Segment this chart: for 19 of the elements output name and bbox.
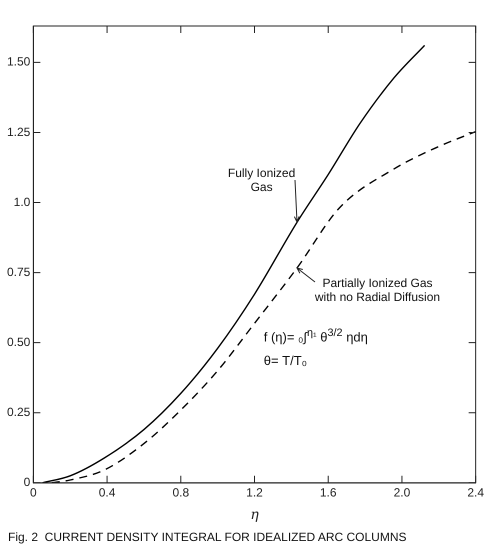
x-tick-label: 1.6	[320, 485, 337, 500]
x-tick-label: 0.8	[172, 485, 190, 500]
x-tick-label: 1.2	[246, 485, 264, 500]
x-tick-label: 0.4	[98, 485, 116, 500]
annotation: Partially Ionized Gas with no Radial Diffusion	[314, 276, 440, 304]
y-tick-label: 1.50	[6, 54, 31, 69]
y-tick-label: 0.75	[6, 264, 31, 279]
caption: Fig. 2 CURRENT DENSITY INTEGRAL FOR IDEALIZED ARC COLUMNS	[8, 530, 407, 544]
y-tick-label: 0	[24, 475, 31, 490]
x-axis-title: η	[250, 507, 260, 524]
y-tick-label: 0.50	[6, 334, 31, 349]
annotation: θ= T/T₀	[264, 352, 308, 368]
y-tick-label: 1.25	[6, 124, 31, 139]
x-tick-label: 2.0	[394, 485, 411, 500]
annotation: f (η)= ₀∫$^{η₁}$ θ$^{3/2}$ ηdη	[264, 327, 368, 345]
annotation: Fully Ionized Gas	[228, 166, 296, 194]
y-tick-label: 0.25	[6, 405, 31, 420]
y-tick-label: 1.0	[14, 194, 31, 209]
x-tick-label: 2.4	[467, 485, 484, 500]
